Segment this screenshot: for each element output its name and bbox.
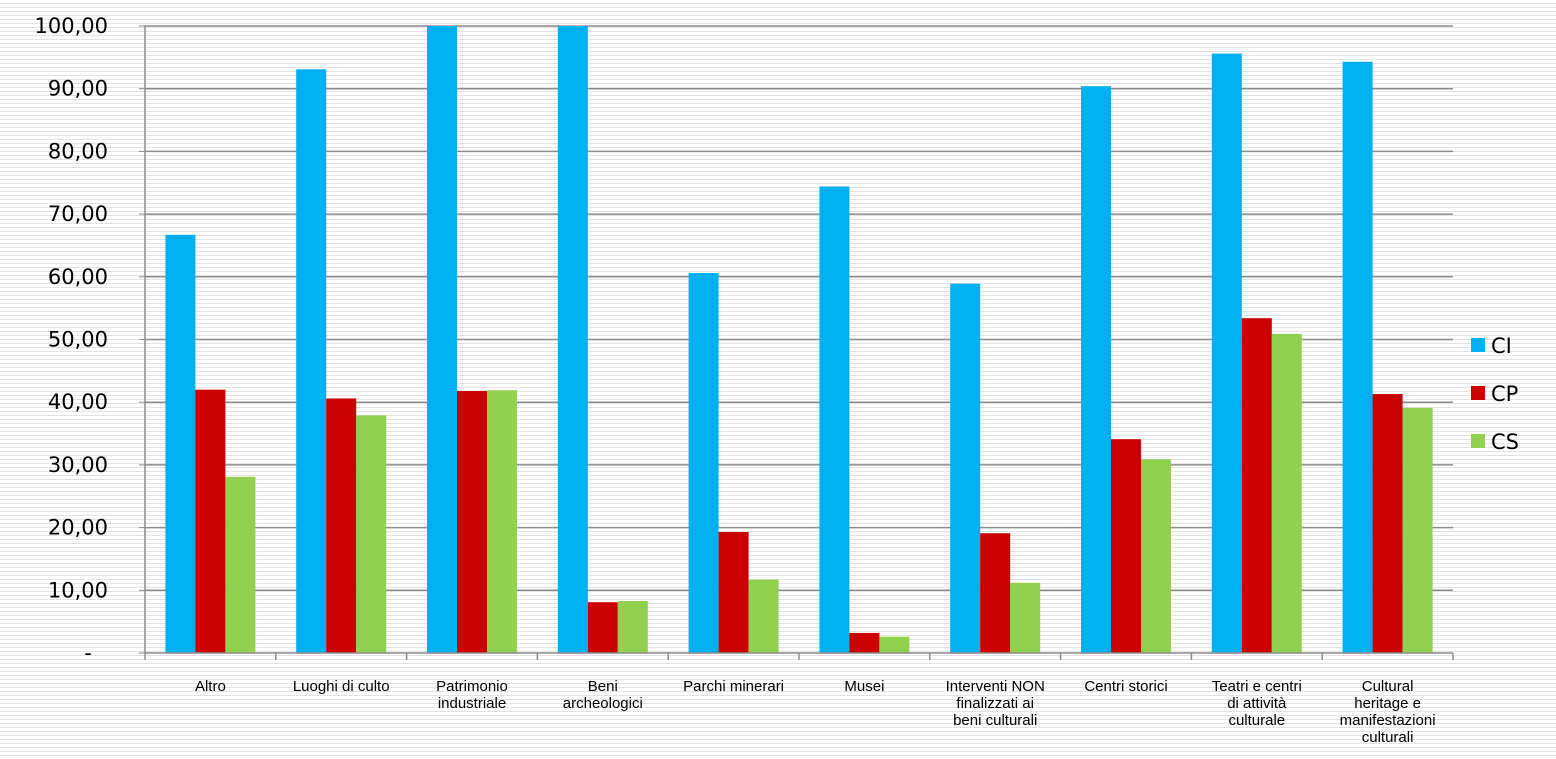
legend-label-cp: CP [1491,382,1518,406]
x-tick-label: Patrimonio industriale [436,678,508,712]
legend-swatch-cs [1471,434,1485,448]
bar-cp [1241,318,1272,653]
legend-swatch-ci [1471,338,1485,352]
bar-ci [1081,86,1111,653]
x-tick-label: Altro [195,678,226,695]
bar-cs [1271,333,1302,653]
y-tick-label: 60,00 [48,265,108,289]
bar-cs [225,476,256,653]
bars [165,26,1433,653]
bar-cp [587,602,618,653]
y-tick-label: - [84,641,92,665]
bar-ci [819,186,850,653]
x-tick-label: Teatri e centri di attività culturale [1212,678,1302,729]
y-tick-label: 30,00 [48,453,108,477]
bar-cs [879,636,910,653]
bar-ci [1342,61,1373,653]
bar-cs [748,579,779,653]
bar-cs [1010,582,1041,653]
y-tick-label: 10,00 [48,578,108,602]
legend: CI CP CS [1471,334,1519,454]
bar-ci [950,283,981,653]
bar-ci [427,26,457,653]
bar-cp [1111,439,1141,653]
legend-swatch-cp [1471,386,1485,400]
bar-cp [1372,394,1403,653]
bar-cs [1141,459,1171,653]
legend-label-ci: CI [1491,334,1512,358]
legend-label-cs: CS [1491,430,1519,454]
bar-ci [165,234,196,653]
y-tick-label: 70,00 [48,202,108,226]
x-tick-label: Luoghi di culto [293,678,390,695]
bar-ci [1211,53,1242,653]
bar-cs [1402,407,1433,653]
bar-ci [557,26,588,653]
x-tick-label: Centri storici [1084,678,1167,695]
x-tick-label: Beni archeologici [563,678,643,712]
y-tick-label: 80,00 [48,139,108,163]
y-axis: - 10,00 20,00 30,00 40,00 50,00 60,00 70,00 80,0… [35,14,146,665]
y-tick-label: 100,00 [35,14,108,38]
bar-cp [326,398,357,653]
x-tick-label: Musei [844,678,884,695]
bar-cp [457,390,487,653]
y-tick-label: 40,00 [48,390,108,414]
bar-cp [980,533,1011,653]
bar-ci [296,69,327,653]
bar-cs [356,415,387,653]
bar-cp [849,632,880,653]
x-tick-label: Parchi minerari [683,678,784,695]
y-tick-label: 50,00 [48,328,108,352]
x-axis: Altro Luoghi di culto Patrimonio industrial… [144,652,1454,746]
x-tick-label: Cultural heritage e manifestazioni cultural… [1340,678,1436,746]
bar-cs [617,600,648,653]
bar-cs [487,390,517,653]
bar-cp [718,531,749,653]
y-tick-label: 20,00 [48,516,108,540]
bar-cp [195,389,226,653]
x-tick-label: Interventi NON finalizzati ai beni cultura… [946,678,1045,729]
bar-ci [688,273,719,653]
y-tick-label: 90,00 [48,77,108,101]
